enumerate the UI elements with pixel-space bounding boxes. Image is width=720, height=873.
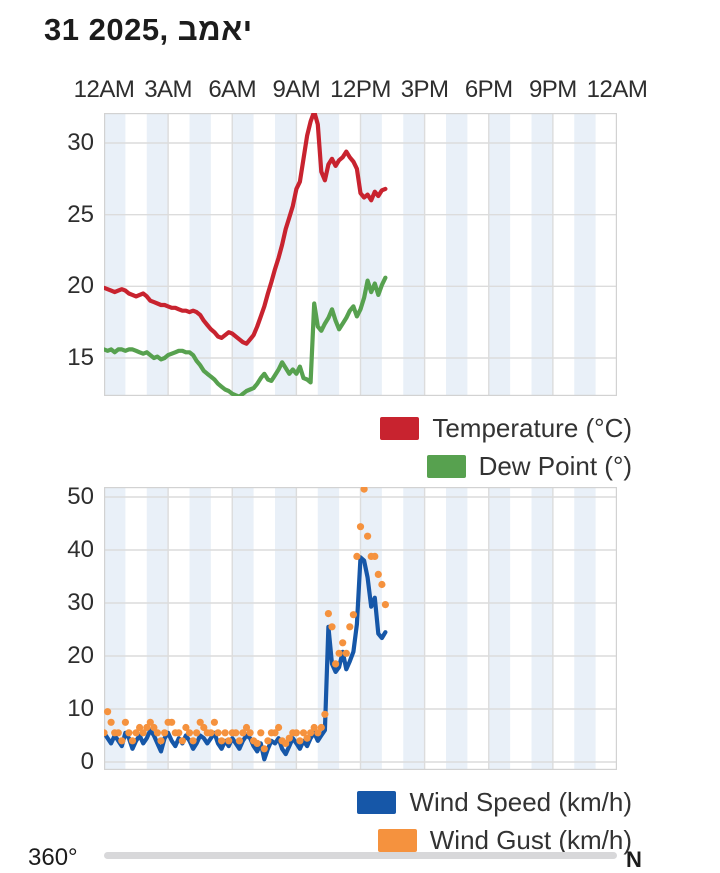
time-tick-label: 12AM (73, 76, 135, 103)
y-tick-label: 15 (67, 343, 94, 371)
plot-border (104, 487, 617, 770)
wind-legend: Wind Speed (km/h) Wind Gust (km/h) (357, 783, 632, 859)
plot-border (104, 113, 617, 396)
wind-speed-swatch-icon (357, 790, 397, 814)
hour-band (275, 487, 297, 770)
y-tick-label: 30 (67, 129, 94, 156)
hour-band (574, 113, 596, 396)
hour-band (146, 487, 169, 770)
y-tick-label: 10 (67, 695, 94, 722)
dew-point-legend-label: Dew Point (°) (478, 450, 632, 481)
time-tick-label: 9PM (528, 76, 577, 103)
hour-band (531, 113, 553, 396)
temperature-legend: Temperature (°C) Dew Point (°) (380, 409, 632, 485)
y-tick-label: 0 (80, 748, 94, 775)
time-tick-label: 3AM (144, 76, 193, 103)
dew-point-swatch-icon (426, 454, 466, 478)
direction-chart-top-bar (104, 852, 617, 859)
direction-north-label: N (626, 847, 642, 872)
y-tick-label: 20 (67, 272, 94, 300)
hour-band (146, 113, 169, 396)
time-tick-label: 12AM (586, 76, 648, 103)
hour-band (574, 487, 596, 770)
direction-axis-max-label: 360° (28, 844, 78, 871)
y-tick-label: 30 (67, 589, 94, 616)
wind-gust-dots (104, 487, 389, 753)
hour-band (104, 487, 126, 770)
time-tick-label: 12PM (330, 76, 391, 103)
wind-speed-legend-label: Wind Speed (km/h) (409, 786, 632, 817)
time-tick-label: 6PM (464, 76, 513, 103)
y-tick-label: 20 (67, 642, 94, 669)
time-tick-label: 3PM (400, 76, 449, 103)
hour-band (232, 113, 254, 396)
hour-band (446, 113, 468, 396)
wind-gust-swatch-icon (377, 828, 417, 852)
dew-point-legend-item: Dew Point (°) (426, 447, 632, 485)
hour-band (403, 487, 425, 770)
wind-chart-canvas[interactable] (104, 487, 617, 770)
hour-band (232, 487, 254, 770)
dew-point-line (104, 275, 388, 396)
hour-band (403, 113, 425, 396)
time-tick-label: 6AM (208, 76, 257, 103)
temperature-legend-item: Temperature (°C) (380, 409, 632, 447)
page-title-date: 31 2025, במאי (44, 12, 253, 47)
wind-plot[interactable] (104, 487, 617, 770)
wind-gust-legend-label: Wind Gust (km/h) (429, 824, 632, 855)
hour-band (446, 487, 468, 770)
hour-band (488, 487, 511, 770)
temperature-legend-label: Temperature (°C) (432, 412, 632, 443)
temperature-swatch-icon (380, 416, 420, 440)
time-tick-label: 9AM (272, 76, 321, 103)
temperature-line (104, 113, 388, 346)
y-tick-label: 40 (67, 536, 94, 563)
hour-band (275, 113, 297, 396)
wind-speed-legend-item: Wind Speed (km/h) (357, 783, 632, 821)
hour-band (531, 487, 553, 770)
temperature-dew-point-plot[interactable] (104, 113, 617, 396)
hour-band (189, 487, 211, 770)
wind-gust-legend-item: Wind Gust (km/h) (377, 821, 632, 859)
hour-band (360, 113, 382, 396)
y-tick-label: 25 (67, 200, 94, 228)
hour-band (488, 113, 511, 396)
temperature-dew-point-chart-canvas[interactable] (104, 113, 617, 396)
wind-speed-line (104, 555, 388, 762)
hour-band (104, 113, 126, 396)
y-tick-label: 50 (67, 483, 94, 510)
